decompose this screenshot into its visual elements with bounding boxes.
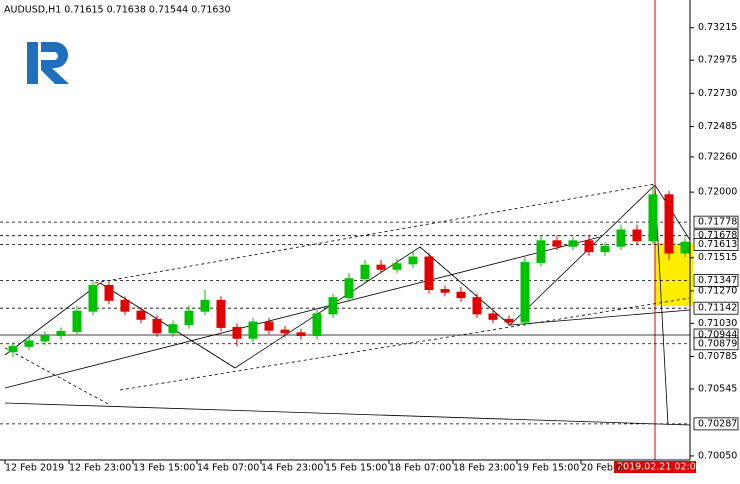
logo	[27, 42, 69, 84]
y-tick-label: 0.71270	[698, 285, 737, 296]
candle-body	[360, 264, 370, 280]
chart-title: AUDUSD,H1 0.71615 0.71638 0.71544 0.7163…	[4, 5, 231, 16]
candle-body	[520, 261, 530, 323]
candle-body	[504, 318, 514, 323]
level-label: 0.71778	[698, 217, 737, 228]
candle-body	[248, 321, 258, 339]
candle-body	[120, 299, 130, 312]
candle-body	[24, 340, 34, 347]
candle-body	[232, 326, 242, 339]
candle-body	[312, 313, 322, 337]
level-label-box	[693, 417, 739, 431]
candle-body	[184, 310, 194, 326]
candle-body	[472, 297, 482, 315]
y-tick-label: 0.71030	[698, 318, 737, 329]
candle-body	[280, 329, 290, 334]
candle-body	[72, 310, 82, 332]
level-label: 0.71678	[698, 230, 737, 241]
level-label: 0.71142	[698, 303, 737, 314]
level-label-box	[693, 215, 739, 229]
candle-body	[616, 229, 626, 247]
candle-body	[488, 313, 498, 320]
candle-body	[8, 345, 18, 353]
x-tick-label: 14 Feb 23:00	[261, 463, 323, 474]
candle-body	[424, 256, 434, 291]
candle-body	[536, 240, 546, 263]
candle-body	[264, 321, 274, 331]
candle-body	[104, 284, 114, 301]
level-label-box	[693, 274, 739, 287]
candle-body	[40, 335, 50, 342]
level-label: 0.70944	[698, 329, 737, 340]
candle-body	[168, 324, 178, 334]
x-tick-label: 18 Feb 23:00	[453, 463, 515, 474]
x-tick-label: 12 Feb 23:00	[69, 463, 131, 474]
x-tick-label: 20 Feb 0	[581, 463, 622, 474]
candle-body	[648, 194, 658, 242]
candle-body	[56, 330, 66, 337]
x-tick-label: 18 Feb 07:00	[389, 463, 451, 474]
candle-body	[584, 240, 594, 253]
x-tick-label: 14 Feb 07:00	[197, 463, 259, 474]
x-tick-label: 12 Feb 2019	[5, 463, 64, 474]
candle-body	[328, 297, 338, 315]
candle-body	[136, 310, 146, 320]
y-tick-label: 0.70785	[698, 351, 737, 362]
candle-body	[344, 278, 354, 299]
candle-body	[88, 284, 98, 312]
candle-body	[408, 256, 418, 265]
candle-body	[600, 245, 610, 253]
candle-body	[568, 240, 578, 247]
candle-body	[392, 263, 402, 270]
y-tick-label: 0.72260	[698, 151, 737, 162]
candle-body	[152, 318, 162, 334]
level-label-box	[693, 301, 739, 315]
cursor-label-box	[614, 461, 696, 473]
y-tick-label: 0.72000	[698, 187, 737, 198]
candle-body	[552, 240, 562, 247]
y-tick-label: 0.70050	[698, 450, 737, 461]
candle-body	[664, 194, 674, 254]
plot	[0, 185, 690, 425]
candle-body	[376, 264, 386, 270]
candle-body	[216, 299, 226, 328]
candle-body	[680, 241, 690, 254]
level-label-box	[693, 238, 739, 251]
y-tick-label: 0.71515	[698, 252, 737, 263]
candle-body	[456, 291, 466, 299]
cursor-label: 2019.02.21 02:00	[617, 462, 702, 473]
x-tick-label: 19 Feb 15:00	[517, 463, 579, 474]
x-tick-label: 13 Feb 15:00	[133, 463, 195, 474]
level-label: 0.71347	[698, 275, 737, 286]
level-label: 0.70879	[698, 338, 737, 349]
y-tick-label: 0.73215	[698, 22, 737, 33]
y-tick-label: 0.70545	[698, 383, 737, 394]
candle-body	[440, 289, 450, 293]
y-tick-label: 0.72485	[698, 121, 737, 132]
x-tick-label: 15 Feb 15:00	[325, 463, 387, 474]
candle-body	[632, 229, 642, 242]
level-label: 0.70287	[698, 418, 737, 429]
level-label: 0.71613	[698, 239, 737, 250]
level-label-box	[693, 337, 739, 351]
candle-body	[200, 299, 210, 312]
y-tick-label: 0.72730	[698, 88, 737, 99]
candle-body	[296, 332, 306, 337]
y-tick-label: 0.72975	[698, 55, 737, 66]
